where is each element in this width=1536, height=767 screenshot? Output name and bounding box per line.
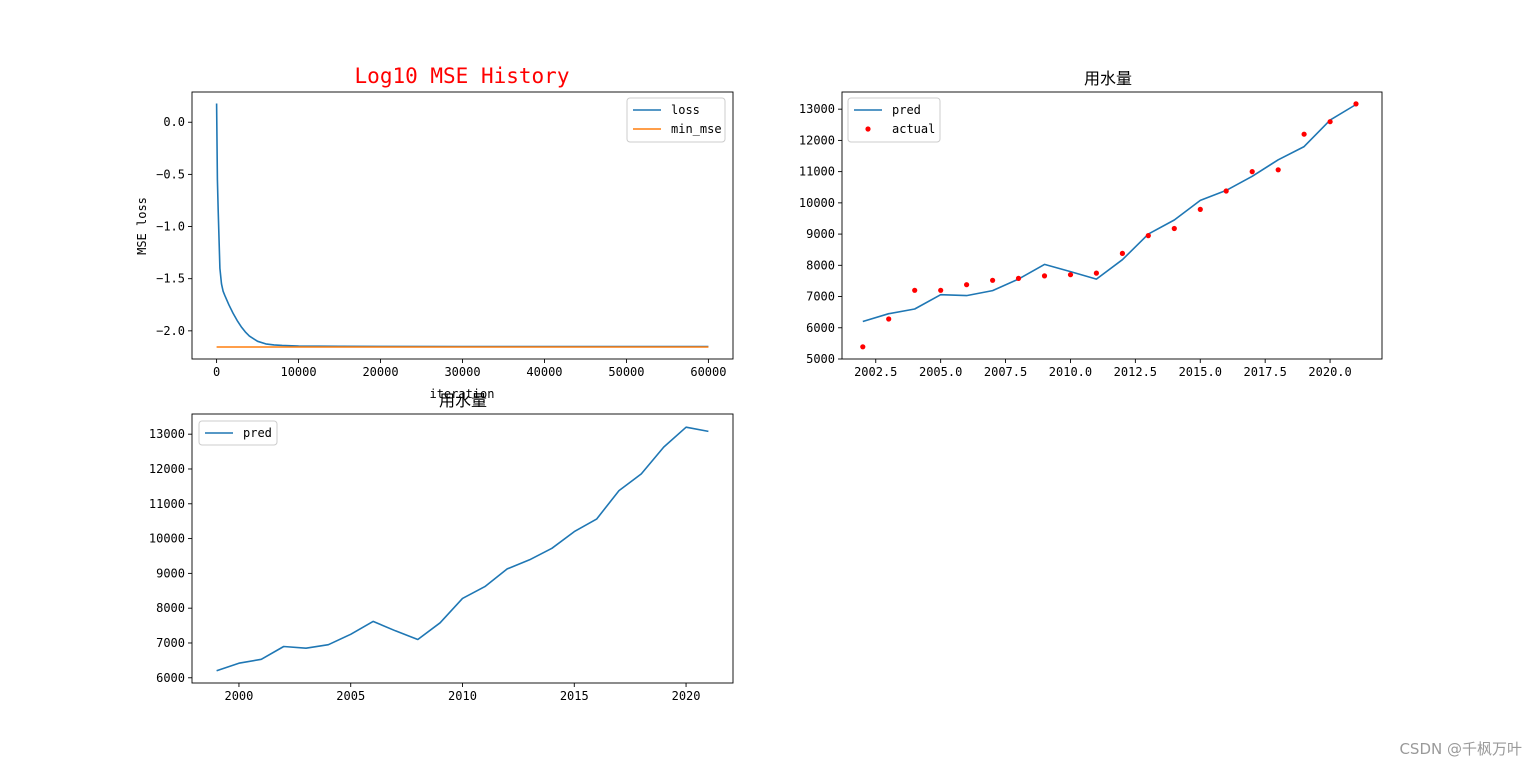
- data-point-actual: [1041, 273, 1048, 279]
- y-tick-label: 12000: [149, 462, 185, 476]
- y-tick-label: 6000: [806, 321, 835, 335]
- data-point-actual: [860, 344, 866, 350]
- y-tick-label: 7000: [156, 636, 185, 650]
- data-point-actual: [938, 287, 944, 293]
- data-point-actual: [1171, 225, 1177, 232]
- x-tick-label: 2005.0: [919, 365, 962, 379]
- data-point-actual: [912, 287, 918, 293]
- x-tick-label: 40000: [526, 365, 562, 379]
- data-point-actual: [990, 277, 996, 283]
- data-point-actual: [1093, 270, 1099, 276]
- y-tick-label: 10000: [799, 196, 835, 210]
- x-tick-label: 50000: [608, 365, 644, 379]
- x-tick-label: 2000: [224, 689, 253, 703]
- legend-label-loss: loss: [671, 103, 700, 117]
- loss-plot-title: Log10 MSE History: [355, 64, 570, 88]
- x-tick-label: 2020: [672, 689, 701, 703]
- pred-plot-title: 用水量: [439, 391, 487, 410]
- legend-label-actual: actual: [892, 122, 935, 136]
- y-tick-label: 8000: [806, 258, 835, 272]
- x-tick-label: 2015: [560, 689, 589, 703]
- y-tick-label: 9000: [156, 566, 185, 580]
- legend-box: [847, 97, 941, 143]
- legend-label-pred: pred: [892, 103, 921, 117]
- legend: loss min_mse: [626, 97, 726, 143]
- y-tick-label: 11000: [799, 165, 835, 179]
- series-line-pred: [216, 426, 709, 672]
- loss-history-plot: Log10 MSE History iteration MSE loss 0 10…: [135, 64, 734, 401]
- y-tick-label: −1.5: [156, 272, 185, 286]
- y-tick-label: −1.0: [156, 220, 185, 234]
- y-tick-label: 12000: [799, 133, 835, 147]
- y-tick-label: 13000: [149, 427, 185, 441]
- legend: pred actual: [847, 97, 941, 143]
- water-pred-vs-actual-plot: 用水量 2002.5 2005.0 2007.5 2010.0 2012.5 2015.0…: [799, 69, 1383, 379]
- axes-frame: [841, 91, 1383, 360]
- data-point-actual: [964, 282, 970, 288]
- x-tick-label: 2012.5: [1114, 365, 1157, 379]
- data-point-actual: [1067, 272, 1074, 278]
- legend-label-pred: pred: [243, 426, 272, 440]
- legend-marker-actual: [865, 126, 871, 132]
- y-tick-label: 9000: [806, 227, 835, 241]
- y-tick-label: 13000: [799, 102, 835, 116]
- axes-frame: [191, 413, 734, 684]
- x-tick-label: 2015.0: [1179, 365, 1222, 379]
- x-tick-label: 0: [213, 365, 220, 379]
- y-tick-label: 6000: [156, 671, 185, 685]
- data-point-actual: [1301, 131, 1307, 137]
- legend: pred: [198, 420, 278, 446]
- legend-box: [198, 420, 278, 446]
- y-tick-label: −2.0: [156, 324, 185, 338]
- y-tick-label: 10000: [149, 532, 185, 546]
- x-tick-label: 2017.5: [1243, 365, 1286, 379]
- x-tick-label: 30000: [444, 365, 480, 379]
- y-tick-label: 8000: [156, 601, 185, 615]
- y-tick-label: 11000: [149, 497, 185, 511]
- watermark: CSDN @千枫万叶: [1399, 740, 1522, 758]
- legend-box: [626, 97, 726, 143]
- water-pred-plot: 用水量 2000 2005 2010 2015 2020 6000 7000 8000 9000…: [149, 391, 734, 703]
- legend-label-min_mse: min_mse: [671, 122, 722, 136]
- y-tick-label: 7000: [806, 290, 835, 304]
- x-tick-label: 60000: [690, 365, 726, 379]
- data-point-actual: [1353, 101, 1359, 107]
- loss-plot-ylabel: MSE loss: [135, 197, 149, 255]
- data-point-actual: [1327, 119, 1333, 125]
- data-point-actual: [1223, 188, 1229, 194]
- y-tick-label: −0.5: [156, 167, 185, 181]
- x-tick-label: 2005: [336, 689, 365, 703]
- y-tick-label: 5000: [806, 352, 835, 366]
- y-tick-label: 0.0: [163, 115, 185, 129]
- data-point-actual: [886, 316, 892, 322]
- x-tick-label: 2002.5: [854, 365, 897, 379]
- data-point-actual: [1249, 169, 1255, 175]
- x-tick-label: 2010.0: [1049, 365, 1092, 379]
- x-tick-label: 20000: [362, 365, 398, 379]
- data-point-actual: [1197, 206, 1203, 212]
- data-point-actual: [1015, 275, 1022, 281]
- data-point-actual: [1145, 233, 1151, 239]
- x-tick-label: 10000: [280, 365, 316, 379]
- x-tick-label: 2007.5: [984, 365, 1027, 379]
- loss-plot-xlabel: iteration: [429, 387, 494, 401]
- x-tick-label: 2020.0: [1308, 365, 1351, 379]
- data-point-actual: [1275, 167, 1281, 173]
- pred-actual-plot-title: 用水量: [1084, 69, 1132, 88]
- series-line-pred: [862, 103, 1357, 323]
- x-tick-label: 2010: [448, 689, 477, 703]
- data-point-actual: [1119, 250, 1125, 256]
